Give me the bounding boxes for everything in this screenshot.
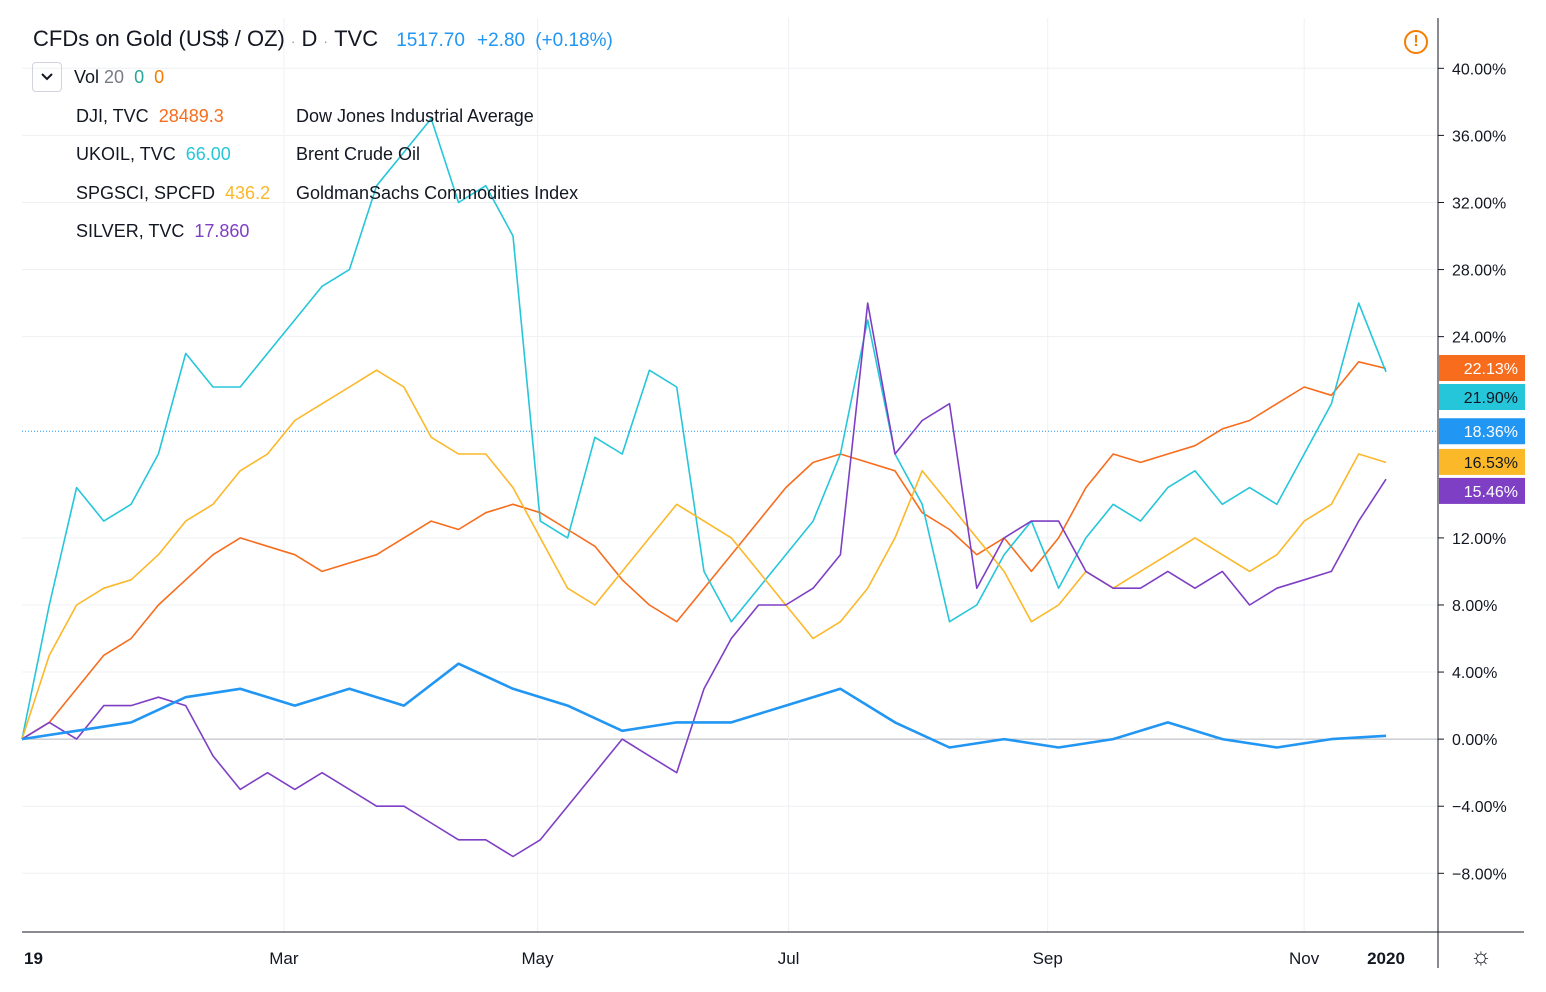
y-tick-label: 4.00% bbox=[1452, 665, 1497, 682]
chevron-down-icon[interactable] bbox=[32, 62, 62, 92]
compare-ticker: UKOIL, TVC bbox=[76, 144, 176, 164]
x-tick-label: May bbox=[522, 949, 555, 968]
last-price: 1517.70 bbox=[396, 30, 465, 51]
compare-description: Dow Jones Industrial Average bbox=[296, 106, 534, 126]
y-tick-label: 12.00% bbox=[1452, 531, 1506, 548]
compare-description: GoldmanSachs Commodities Index bbox=[296, 183, 579, 203]
price-badge-label: 22.13% bbox=[1464, 361, 1518, 378]
price-badge-label: 18.36% bbox=[1464, 424, 1518, 441]
price-badge bbox=[1439, 477, 1525, 504]
price-change: +2.80 bbox=[477, 30, 526, 51]
price-badge bbox=[1439, 384, 1525, 411]
price-badge-label: 15.46% bbox=[1464, 484, 1518, 501]
volume-indicator[interactable]: Vol 20 0 0 bbox=[32, 62, 164, 92]
compare-symbol-ukoil[interactable]: UKOIL, TVC 66.00 bbox=[76, 142, 231, 166]
compare-ticker: DJI, TVC bbox=[76, 106, 149, 126]
exchange-label: TVC bbox=[334, 26, 379, 51]
x-tick-label: Sep bbox=[1033, 949, 1063, 968]
y-tick-label: −4.00% bbox=[1452, 799, 1507, 816]
y-tick-label: 40.00% bbox=[1452, 61, 1506, 78]
y-tick-label: 0.00% bbox=[1452, 732, 1497, 749]
compare-description: Brent Crude Oil bbox=[296, 144, 421, 164]
price-badge bbox=[1439, 448, 1525, 475]
y-tick-label: 36.00% bbox=[1452, 128, 1506, 145]
gear-icon[interactable]: ☼ bbox=[1470, 943, 1492, 970]
series-line[interactable] bbox=[21, 302, 1387, 858]
series-line[interactable] bbox=[21, 360, 1387, 740]
price-badge bbox=[1439, 418, 1525, 445]
compare-value: 436.2 bbox=[225, 183, 271, 203]
x-tick-label: Nov bbox=[1289, 949, 1320, 968]
compare-value: 17.860 bbox=[194, 221, 250, 241]
price-change-pct: (+0.18%) bbox=[535, 30, 613, 51]
interval-label[interactable]: D bbox=[301, 26, 318, 51]
price-badge-label: 21.90% bbox=[1464, 390, 1518, 407]
compare-ticker: SPGSCI, SPCFD bbox=[76, 183, 216, 203]
x-tick-label: Mar bbox=[269, 949, 299, 968]
alert-icon[interactable]: ! bbox=[1404, 30, 1428, 54]
compare-symbol-spgsci[interactable]: SPGSCI, SPCFD 436.2 bbox=[76, 181, 270, 205]
y-tick-label: −8.00% bbox=[1452, 866, 1507, 883]
y-tick-label: 24.00% bbox=[1452, 330, 1506, 347]
chart-title: CFDs on Gold (US$ / OZ) · D · TVC 1517.70 +2… bbox=[33, 26, 613, 52]
series-line[interactable] bbox=[21, 117, 1387, 740]
compare-ticker: SILVER, TVC bbox=[76, 221, 185, 241]
y-tick-label: 8.00% bbox=[1452, 598, 1497, 615]
compare-value: 28489.3 bbox=[158, 106, 224, 126]
volume-label: Vol bbox=[74, 66, 100, 87]
compare-value: 66.00 bbox=[185, 144, 231, 164]
price-badge-label: 16.53% bbox=[1464, 455, 1518, 472]
y-tick-label: 32.00% bbox=[1452, 195, 1506, 212]
title-separator: · bbox=[290, 33, 296, 49]
volume-value-b: 0 bbox=[154, 66, 165, 87]
x-tick-label: 19 bbox=[24, 949, 43, 968]
volume-period: 20 bbox=[104, 66, 125, 87]
x-tick-label: 2020 bbox=[1367, 949, 1405, 968]
price-badge bbox=[1439, 355, 1525, 382]
volume-value-a: 0 bbox=[134, 66, 145, 87]
compare-symbol-dji[interactable]: DJI, TVC 28489.3 bbox=[76, 104, 224, 128]
symbol-name[interactable]: CFDs on Gold (US$ / OZ) bbox=[33, 26, 285, 51]
series-line[interactable] bbox=[21, 369, 1387, 740]
title-separator: · bbox=[323, 33, 329, 49]
compare-symbol-silver[interactable]: SILVER, TVC 17.860 bbox=[76, 219, 249, 243]
y-tick-label: 28.00% bbox=[1452, 263, 1506, 280]
series-line[interactable] bbox=[21, 662, 1387, 749]
x-tick-label: Jul bbox=[778, 949, 800, 968]
